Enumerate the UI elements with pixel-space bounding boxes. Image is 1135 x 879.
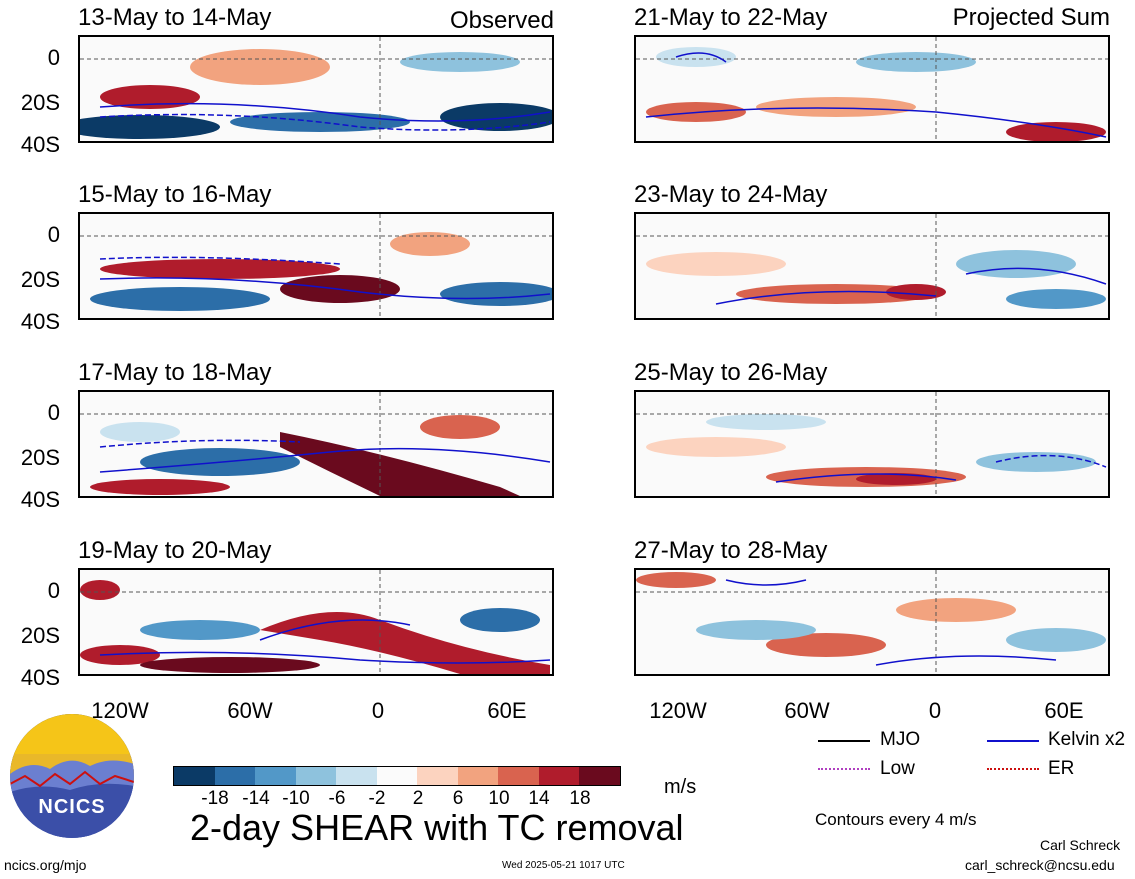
- colorbar-box-4: [295, 767, 336, 785]
- er-line-swatch: [987, 768, 1039, 770]
- cbar-label-8: 10: [488, 788, 510, 809]
- colorbar: [173, 766, 621, 786]
- colorbar-box-6: [376, 767, 417, 785]
- y-tick-40s-row1: 40S: [20, 132, 60, 157]
- map-panel-8: [634, 568, 1110, 676]
- panel-title-2: 15-May to 16-May: [78, 181, 272, 208]
- map-panel-1: [78, 35, 554, 143]
- colorbar-box-8: [457, 767, 498, 785]
- cbar-label-1: -18: [201, 788, 229, 809]
- x-tick-120w-left: 120W: [91, 698, 149, 723]
- cbar-label-7: 6: [452, 788, 464, 809]
- cbar-label-3: -10: [282, 788, 310, 809]
- x-tick-0-left: 0: [371, 698, 385, 723]
- map-panel-7: [634, 390, 1110, 498]
- y-tick-20s-row2: 20S: [20, 267, 60, 292]
- panel-title-7: 25-May to 26-May: [634, 359, 828, 386]
- ncics-logo: NCICS: [10, 714, 134, 838]
- colorbar-box-9: [498, 767, 539, 785]
- panel-8-field: [636, 570, 1108, 674]
- author-name: Carl Schreck: [1040, 837, 1121, 853]
- y-tick-0-row2: 0: [47, 222, 60, 247]
- x-tick-60e-right: 60E: [1044, 698, 1084, 723]
- panel-title-5: 21-May to 22-May: [634, 4, 828, 31]
- legend-low: Low: [880, 758, 915, 779]
- x-tick-60e-left: 60E: [487, 698, 527, 723]
- panel-5-field: [636, 37, 1108, 141]
- panel-6-field: [636, 214, 1108, 318]
- colorbar-box-10: [538, 767, 579, 785]
- contour-note: Contours every 4 m/s: [815, 810, 977, 829]
- panel-title-4: 19-May to 20-May: [78, 537, 272, 564]
- cbar-label-2: -14: [242, 788, 270, 809]
- cbar-label-4: -6: [328, 788, 346, 809]
- x-tick-60w-right: 60W: [784, 698, 830, 723]
- projected-sum-tag: Projected Sum: [952, 4, 1110, 31]
- panel-title-6: 23-May to 24-May: [634, 181, 828, 208]
- y-tick-20s-row3: 20S: [20, 445, 60, 470]
- observed-tag: Observed: [449, 7, 554, 34]
- kelvin-line-swatch: [987, 740, 1039, 742]
- colorbar-box-11: [579, 767, 620, 785]
- colorbar-box-1: [174, 767, 215, 785]
- panel-7-field: [636, 392, 1108, 496]
- cbar-label-10: 18: [569, 788, 591, 809]
- y-tick-20s-row4: 20S: [20, 623, 60, 648]
- colorbar-box-3: [255, 767, 296, 785]
- cbar-label-5: -2: [368, 788, 386, 809]
- x-tick-0-right: 0: [928, 698, 942, 723]
- legend-mjo: MJO: [880, 729, 921, 750]
- low-line-swatch: [818, 768, 870, 770]
- panel-2-field: [80, 214, 552, 318]
- cbar-label-9: 14: [528, 788, 550, 809]
- y-tick-20s-row1: 20S: [20, 90, 60, 115]
- y-tick-40s-row4: 40S: [20, 665, 60, 690]
- mjo-line-swatch: [818, 740, 870, 742]
- cbar-label-6: 2: [412, 788, 424, 809]
- panel-1-field: [80, 37, 552, 141]
- site-link[interactable]: ncics.org/mjo: [4, 857, 87, 873]
- map-panel-2: [78, 212, 554, 320]
- panel-title-1: 13-May to 14-May: [78, 4, 272, 31]
- y-tick-0-row3: 0: [47, 400, 60, 425]
- colorbar-box-7: [417, 767, 458, 785]
- panel-title-3: 17-May to 18-May: [78, 359, 272, 386]
- map-panel-3: [78, 390, 554, 498]
- map-panel-6: [634, 212, 1110, 320]
- colorbar-box-2: [214, 767, 255, 785]
- x-tick-120w-right: 120W: [649, 698, 707, 723]
- main-title: 2-day SHEAR with TC removal: [190, 807, 684, 848]
- colorbar-box-5: [336, 767, 377, 785]
- panel-4-field: [80, 570, 552, 674]
- colorbar-unit: m/s: [664, 776, 697, 798]
- panel-3-field: [80, 392, 552, 496]
- panel-title-8: 27-May to 28-May: [634, 537, 828, 564]
- legend-kelvin: Kelvin x2: [1048, 729, 1126, 750]
- ncics-logo-text: NCICS: [38, 796, 106, 818]
- y-tick-0-row4: 0: [47, 578, 60, 603]
- map-panel-4: [78, 568, 554, 676]
- timestamp: Wed 2025-05-21 1017 UTC: [502, 860, 625, 871]
- author-email[interactable]: carl_schreck@ncsu.edu: [965, 857, 1115, 873]
- x-tick-60w-left: 60W: [227, 698, 273, 723]
- legend-er: ER: [1048, 758, 1075, 779]
- y-tick-0-row1: 0: [47, 45, 60, 70]
- map-panel-5: [634, 35, 1110, 143]
- y-tick-40s-row3: 40S: [20, 487, 60, 512]
- y-tick-40s-row2: 40S: [20, 309, 60, 334]
